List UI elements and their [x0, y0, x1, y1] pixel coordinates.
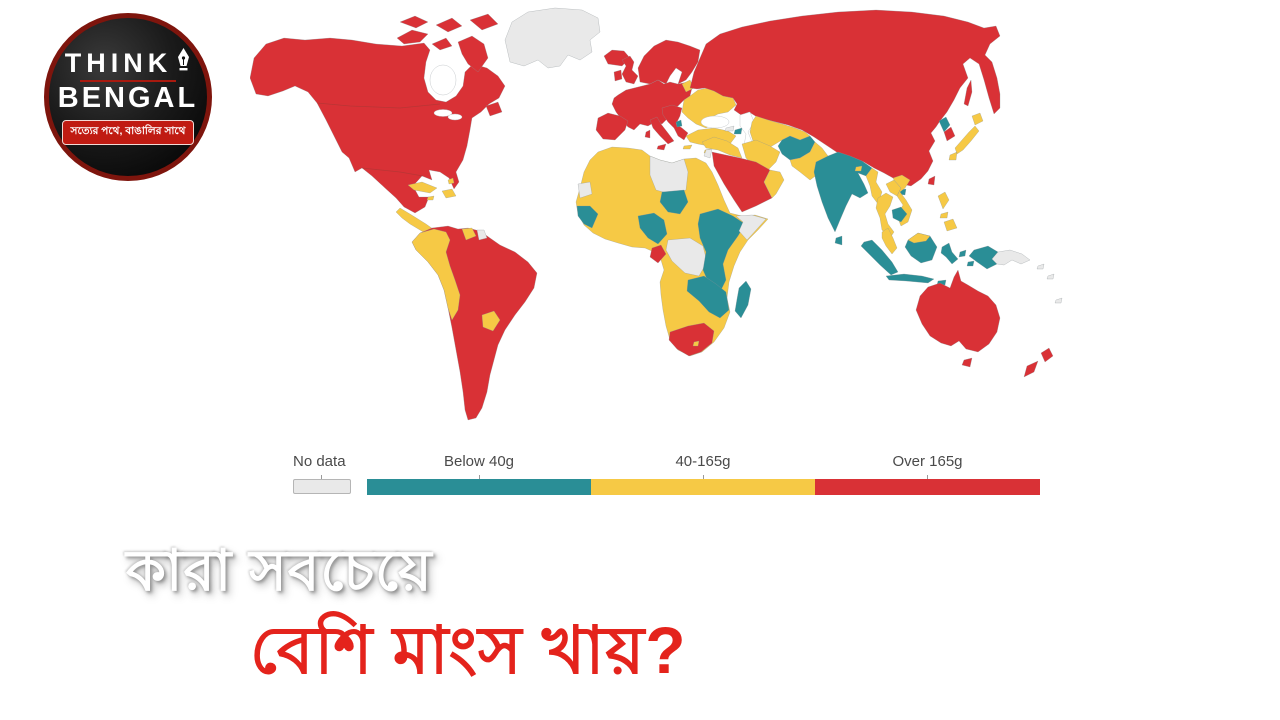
region-albania: [675, 119, 683, 128]
legend-tick: [321, 475, 322, 480]
world-choropleth-map: [250, 7, 1063, 421]
legend-swatch-below-40g: [367, 479, 591, 495]
great-lakes: [447, 113, 463, 121]
region-hispaniola: [441, 188, 457, 199]
region-saudi-arabia: [711, 151, 773, 213]
legend-label-over-165g: Over 165g: [892, 453, 963, 470]
region-bahamas: [447, 177, 455, 185]
region-papua-new-guinea: [991, 249, 1031, 266]
region-lesotho: [692, 340, 700, 347]
region-east-africa: [697, 208, 746, 293]
region-sri-lanka: [834, 235, 843, 246]
caption-line-1: কারা সবচেয়ে: [126, 539, 433, 603]
region-chad: [659, 189, 689, 215]
region-cambodia: [891, 206, 908, 223]
region-azerbaijan: [733, 127, 743, 135]
legend-swatch-over-165g: [815, 479, 1040, 495]
region-taiwan: [927, 175, 936, 186]
region-malay-peninsula: [881, 227, 898, 255]
region-south-africa: [668, 322, 715, 357]
region-cuba: [407, 181, 438, 194]
region-south-korea: [943, 126, 956, 142]
logo-divider: [80, 79, 176, 82]
region-bhutan: [854, 165, 863, 172]
legend-label-below-40g: Below 40g: [443, 453, 515, 470]
region-united-kingdom: [621, 55, 639, 85]
legend-tick: [703, 475, 704, 480]
region-thailand: [875, 192, 895, 239]
region-japan: [948, 112, 984, 161]
map-legend: No data Below 40g 40-165g Over 165g: [293, 453, 1040, 499]
region-iberia: [595, 112, 629, 141]
legend-tick: [927, 475, 928, 480]
us-mexico-border: [361, 167, 424, 177]
region-sakhalin: [963, 79, 973, 107]
region-western-sahara: [577, 181, 593, 199]
region-india: [813, 151, 873, 233]
region-ireland: [613, 69, 623, 82]
region-zambia-mozambique: [686, 275, 730, 319]
region-west-africa-coast: [576, 205, 599, 229]
region-north-america: [250, 37, 506, 214]
pen-nib-icon: [178, 47, 190, 70]
region-philippines: [937, 191, 958, 232]
region-vietnam: [892, 174, 913, 227]
region-borneo-malaysia: [907, 232, 931, 244]
logo-text-think: THINK: [64, 47, 173, 78]
logo-tagline: সত্যের পথে, বাঙালির সাথে: [61, 119, 195, 145]
region-myanmar: [865, 167, 883, 205]
legend-label-no-data: No data: [293, 453, 346, 470]
region-georgia: [724, 125, 735, 132]
region-jordan: [703, 148, 713, 159]
logo-text-bengal: BENGAL: [57, 81, 199, 114]
black-sea: [700, 115, 730, 129]
region-moluccas: [958, 249, 975, 267]
great-lakes: [433, 109, 453, 117]
region-canadian-arctic: [396, 13, 499, 73]
region-sumatra: [860, 239, 899, 276]
region-pacific-islands: [1036, 263, 1063, 304]
think-bengal-logo: THINK BENGAL সত্যের পথে, বাঙালির সাথে: [44, 13, 212, 181]
region-greenland: [504, 7, 601, 69]
region-sicily: [656, 143, 667, 151]
legend-label-40-165g: 40-165g: [675, 453, 731, 470]
region-scandinavia: [637, 39, 701, 85]
region-libya: [649, 155, 689, 195]
region-somalia: [735, 214, 767, 241]
region-new-zealand: [1023, 347, 1054, 378]
region-italy: [649, 116, 675, 145]
region-guyana: [461, 227, 477, 241]
region-java: [885, 273, 935, 284]
legend-no-data-swatch: [293, 479, 351, 494]
region-drc: [665, 237, 708, 277]
region-balkans: [661, 104, 689, 141]
region-australia: [915, 269, 1001, 353]
hudson-bay: [429, 64, 457, 96]
region-andes-west: [411, 228, 461, 321]
region-tasmania: [961, 357, 973, 368]
region-north-korea: [938, 116, 951, 133]
region-nigeria-cameroon: [637, 212, 668, 245]
region-sulawesi: [940, 242, 959, 265]
region-crete: [682, 144, 693, 150]
region-gabon: [649, 244, 667, 264]
region-paraguay: [481, 310, 501, 332]
region-iraq-syria: [701, 136, 743, 159]
legend-swatch-40-165g: [591, 479, 815, 495]
region-madagascar: [734, 280, 752, 319]
region-suriname: [476, 229, 488, 241]
caption-line-2: বেশি মাংস খায়?: [250, 613, 687, 687]
region-oman: [763, 169, 785, 199]
us-canada-border: [316, 102, 441, 109]
legend-tick: [479, 475, 480, 480]
region-sardinia: [644, 129, 651, 139]
region-newfoundland: [485, 101, 503, 117]
region-jamaica: [426, 195, 435, 201]
